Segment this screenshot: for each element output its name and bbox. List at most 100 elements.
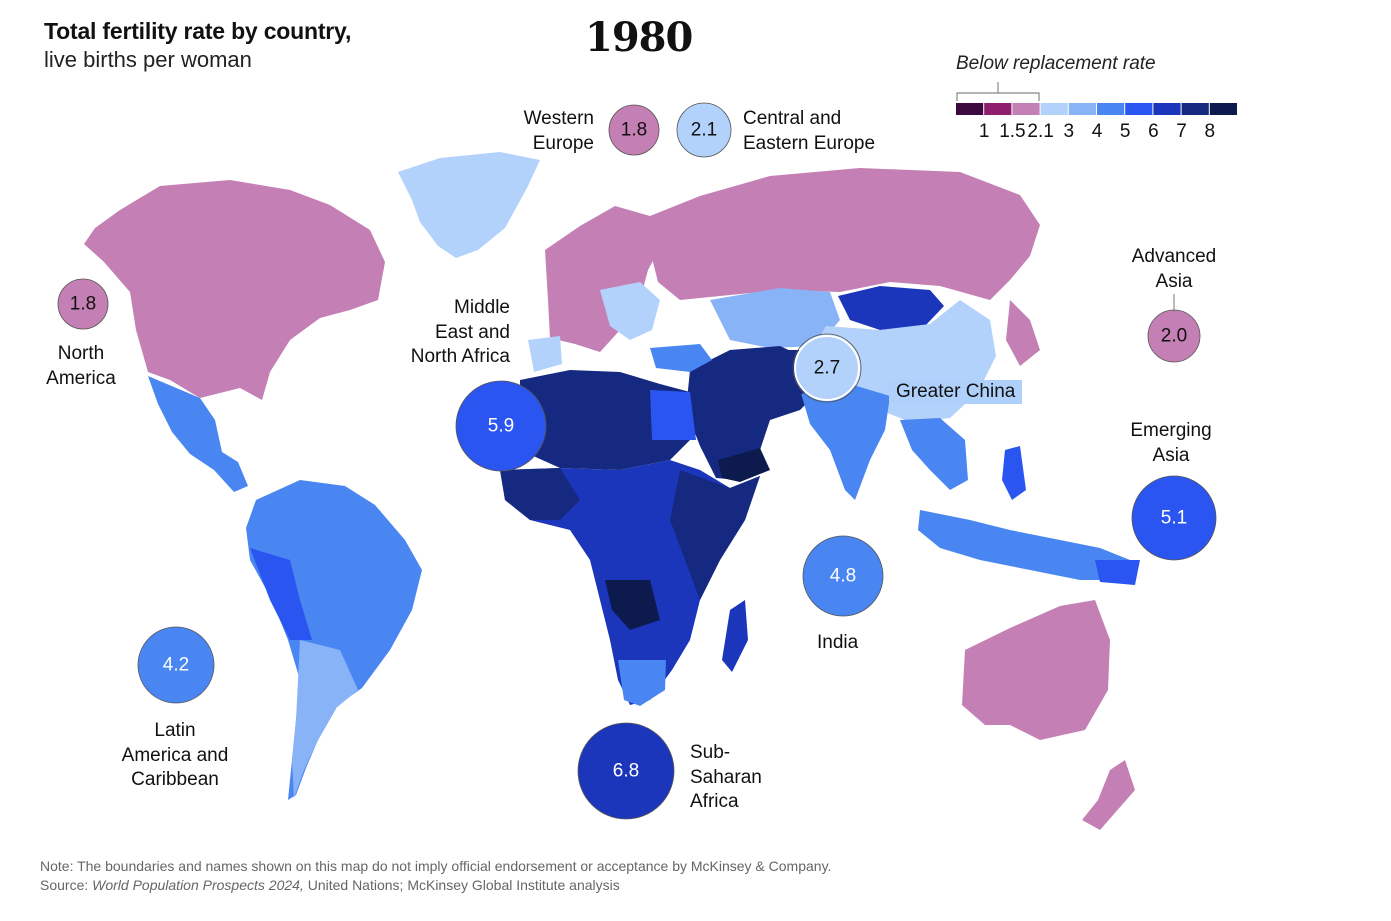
legend-swatch	[1181, 103, 1209, 115]
label-gc-line1: Greater China	[896, 381, 1016, 402]
bubble-value-western-europe: 1.8	[621, 120, 647, 141]
label-aa-line2: Asia	[1155, 270, 1193, 292]
label-la-line1: Latin	[154, 720, 196, 741]
legend-tick-label: 7	[1176, 121, 1187, 142]
bubble-value-india: 4.8	[830, 566, 856, 587]
europe-land	[545, 206, 660, 352]
bubble-sub-saharan-africa	[577, 722, 675, 820]
horn-africa-land	[670, 470, 760, 600]
bubble-value-north-america: 1.8	[70, 294, 96, 315]
bubble-ring-greater-china	[792, 333, 862, 403]
bubble-middle-east-north-africa	[455, 380, 547, 472]
australia-land	[962, 600, 1110, 740]
label-central-eastern-europe: Central and Eastern Europe	[743, 107, 875, 156]
mongolia-land	[838, 286, 944, 330]
bubble-latin-america	[137, 626, 215, 704]
legend-tick-label: 1.5	[999, 121, 1025, 142]
legend-swatch	[1125, 103, 1153, 115]
legend-swatch	[984, 103, 1012, 115]
legend-swatch	[1012, 103, 1040, 115]
source-title: World Population Prospects 2024,	[92, 877, 304, 893]
label-mena-line3: North Africa	[410, 346, 510, 367]
legend-swatch	[1153, 103, 1181, 115]
japan-land	[1006, 300, 1040, 366]
india-land	[800, 384, 890, 500]
map-title: Total fertility rate by country,	[44, 18, 352, 44]
source-rest: United Nations; McKinsey Global Institut…	[303, 877, 620, 893]
legend: 1 1.5 2.1 3 4 5 6 7 8	[956, 82, 1237, 142]
bubble-value-middle-east-north-africa: 5.9	[488, 416, 514, 437]
legend-swatch	[1040, 103, 1068, 115]
legend-swatch	[1068, 103, 1096, 115]
source-prefix: Source:	[40, 877, 93, 893]
legend-tick-label: 3	[1064, 121, 1075, 142]
bubble-value-central-eastern-europe: 2.1	[691, 120, 717, 141]
label-advanced-asia: Advanced Asia	[1124, 245, 1224, 294]
label-mena-line1: Middle	[454, 297, 510, 318]
bubble-central-eastern-europe	[676, 102, 732, 158]
bubble-emerging-asia	[1131, 475, 1217, 561]
label-emerging-asia: Emerging Asia	[1120, 419, 1222, 468]
greenland-land	[398, 152, 540, 258]
iberia-land	[528, 336, 562, 372]
label-western-europe: Western Europe	[516, 107, 594, 156]
southern-africa-land	[618, 660, 666, 706]
label-greater-china: Greater China	[889, 380, 1023, 404]
madagascar-land	[722, 600, 748, 672]
legend-tick-label: 6	[1148, 121, 1159, 142]
legend-swatch	[956, 103, 984, 115]
legend-tick-label: 5	[1120, 121, 1131, 142]
andes-land	[250, 548, 312, 640]
label-middle-east-north-africa: Middle East and North Africa	[398, 296, 510, 370]
west-africa-land	[500, 468, 580, 520]
label-cee-line1: Central and	[743, 108, 842, 129]
bubble-value-greater-china: 2.7	[814, 358, 840, 379]
egypt-land	[650, 390, 696, 440]
legend-caption: Below replacement rate	[956, 53, 1156, 74]
legend-tick-label: 1	[979, 121, 990, 142]
bubble-western-europe	[608, 104, 660, 156]
label-mena-line2: East and	[435, 321, 510, 343]
region-bubbles: 1.8 1.8 2.1 5.9 2.7 2.0 5.1 4.8 4.2 6.8	[57, 102, 1217, 820]
bubble-india	[802, 535, 884, 617]
legend-tick-label: 8	[1205, 121, 1216, 142]
label-western-europe-line2: Europe	[532, 132, 594, 154]
label-ssa-line1: Sub-	[690, 742, 731, 763]
label-na-line2: America	[46, 367, 116, 389]
label-la-line2: America and	[121, 744, 229, 766]
legend-tick-label: 4	[1092, 121, 1103, 142]
label-aa-line1: Advanced	[1131, 246, 1217, 267]
southeast-asia-land	[900, 418, 968, 490]
png-land	[1095, 560, 1140, 585]
russia-land	[640, 168, 1040, 300]
legend-swatch	[1097, 103, 1125, 115]
legend-swatch	[1209, 103, 1237, 115]
label-sub-saharan-africa: Sub- Saharan Africa	[690, 741, 762, 815]
eastern-europe-land	[600, 282, 660, 340]
yemen-land	[718, 448, 770, 482]
label-ea-line2: Asia	[1152, 444, 1190, 466]
bubble-greater-china	[794, 335, 860, 401]
legend-ticks: 1 1.5 2.1 3 4 5 6 7 8	[979, 121, 1215, 142]
south-america-south-land	[292, 640, 358, 798]
central-asia-land	[710, 288, 840, 348]
legend-bracket	[956, 82, 1040, 101]
label-latin-america: Latin America and Caribbean	[110, 719, 240, 793]
central-africa-land	[605, 580, 660, 630]
bubble-value-advanced-asia: 2.0	[1161, 326, 1187, 347]
bubble-value-latin-america: 4.2	[163, 655, 189, 676]
label-india-line1: India	[817, 632, 859, 653]
map-source: Source: World Population Prospects 2024,…	[40, 877, 620, 893]
label-la-line3: Caribbean	[131, 769, 219, 790]
mexico-land	[148, 376, 248, 492]
label-cee-line2: Eastern Europe	[743, 132, 876, 154]
bubble-value-emerging-asia: 5.1	[1161, 508, 1187, 529]
map-note: Note: The boundaries and names shown on …	[40, 858, 832, 874]
legend-swatches	[956, 103, 1237, 115]
indonesia-land	[918, 510, 1130, 580]
turkey-land	[650, 344, 712, 372]
new-zealand-land	[1082, 760, 1135, 830]
label-ssa-line3: Africa	[690, 791, 739, 812]
legend-tick-label: 2.1	[1027, 121, 1053, 142]
label-india: India	[817, 631, 858, 656]
